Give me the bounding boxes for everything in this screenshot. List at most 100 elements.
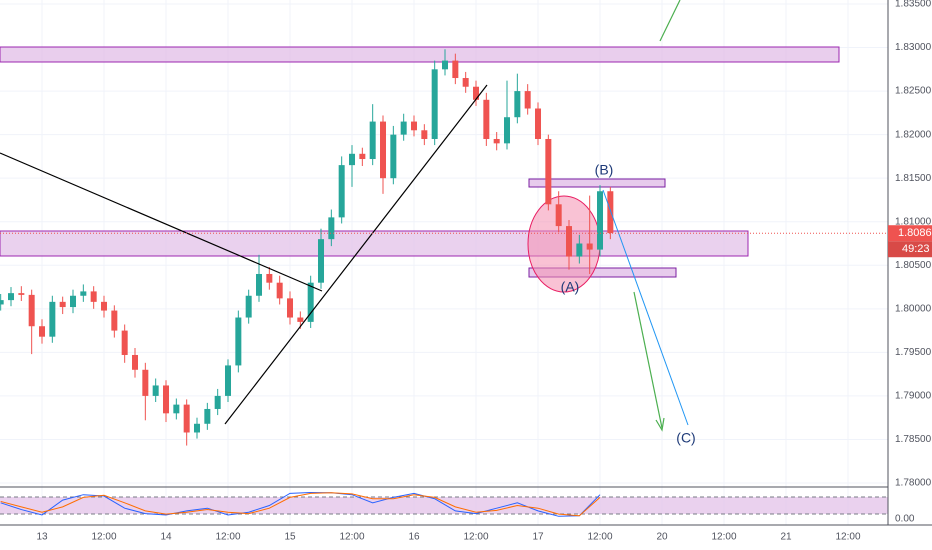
candle-body: [338, 165, 345, 218]
support-zone: [0, 230, 749, 257]
candle-body: [173, 404, 180, 414]
candle-body: [514, 91, 521, 118]
last-price-box: [888, 225, 932, 242]
candle-body: [359, 153, 366, 160]
candle-body: [473, 86, 480, 100]
x-tick-label: 12:00: [835, 532, 860, 543]
x-tick-label: 12:00: [91, 532, 116, 543]
trend-line: [224, 84, 488, 425]
x-tick-label: 15: [284, 532, 296, 543]
oscillator-line: [0, 492, 601, 517]
x-tick-label: 12:00: [339, 532, 364, 543]
y-tick-label: 1.80000: [895, 303, 932, 314]
candle-body: [462, 78, 469, 87]
candle-body: [132, 354, 139, 370]
candle-body: [524, 91, 531, 109]
candle-body: [576, 243, 583, 257]
candle-body: [545, 138, 552, 205]
candle-body: [163, 385, 170, 414]
candle-body: [421, 130, 428, 139]
candle-body: [586, 243, 593, 250]
candle-body: [307, 282, 314, 322]
last-price-label: 1.80868: [898, 227, 932, 239]
candle-body: [369, 121, 376, 160]
candle-body: [204, 408, 211, 424]
candle-body: [597, 191, 604, 250]
candle-body: [183, 404, 190, 433]
candle-body: [121, 330, 128, 355]
candle-body: [380, 121, 387, 179]
arrow-line: [659, 0, 681, 42]
zone-a: [528, 267, 677, 278]
wave-label: (B): [595, 162, 614, 178]
y-tick-label: 1.82000: [895, 129, 932, 140]
y-tick-label: 1.82500: [895, 86, 932, 97]
candle-body: [111, 310, 118, 331]
candle-body: [235, 317, 242, 366]
candle-body: [607, 191, 614, 234]
y-tick-label: 1.80500: [895, 260, 932, 271]
candle-body: [318, 239, 325, 283]
candle-body: [452, 60, 459, 79]
y-tick-label: 1.78500: [895, 434, 932, 445]
y-tick-label: 1.83500: [895, 0, 932, 10]
x-tick-label: 12:00: [463, 532, 488, 543]
candle-body: [214, 395, 221, 409]
wave-label: (A): [561, 279, 580, 295]
candle-body: [80, 291, 87, 296]
candle-body: [39, 326, 46, 337]
x-tick-label: 20: [656, 532, 668, 543]
candle-body: [349, 153, 356, 166]
candle-body: [194, 423, 201, 433]
y-tick-label: 1.81500: [895, 173, 932, 184]
candle-body: [18, 293, 25, 295]
x-tick-label: 16: [408, 532, 420, 543]
candle-body: [390, 134, 397, 179]
candle-body: [287, 298, 294, 318]
candle-body: [90, 291, 97, 302]
candle-body: [483, 99, 490, 139]
candle-body: [28, 294, 35, 327]
x-tick-label: 12:00: [711, 532, 736, 543]
axes: 1.83500 1.83000 1.82500 1.82000 1.81500 1.810…: [36, 0, 931, 543]
x-tick-label: 12:00: [215, 532, 240, 543]
zone-b: [528, 178, 666, 188]
candle-body: [266, 273, 273, 283]
trend-line: [0, 152, 323, 292]
osc-tick-label: 0.00: [895, 514, 915, 525]
x-tick-label: 21: [780, 532, 792, 543]
candle-body: [442, 60, 449, 70]
candle-body: [297, 317, 304, 322]
candle-body: [142, 369, 149, 396]
candle-body: [431, 69, 438, 139]
x-tick-label: 13: [36, 532, 48, 543]
grid: [0, 0, 888, 525]
candle-body: [70, 295, 77, 308]
candle-body: [504, 117, 511, 144]
candle-body: [225, 365, 232, 396]
candle-body: [535, 108, 542, 139]
y-tick-label: 1.79000: [895, 391, 932, 402]
candle-body: [101, 301, 108, 311]
candle-body: [152, 385, 159, 396]
oscillator-band: [0, 497, 888, 514]
y-tick-label: 1.81000: [895, 216, 932, 227]
wave-label: (C): [676, 430, 695, 446]
oscillator: [0, 492, 601, 517]
candle-body: [8, 293, 15, 301]
wave-line: [602, 189, 689, 426]
candle-body: [400, 121, 407, 135]
candle-body: [59, 301, 66, 308]
x-tick-label: 14: [160, 532, 172, 543]
candle-body: [493, 138, 500, 144]
x-tick-label: 17: [532, 532, 544, 543]
arrow-head: [655, 417, 665, 432]
y-tick-label: 1.83000: [895, 42, 932, 53]
countdown: 49:23: [902, 243, 930, 255]
candle-body: [276, 282, 283, 299]
candle-body: [328, 217, 335, 240]
y-tick-label: 1.79500: [895, 347, 932, 358]
candle-body: [566, 226, 573, 257]
y-tick-label: 1.78000: [895, 478, 932, 489]
